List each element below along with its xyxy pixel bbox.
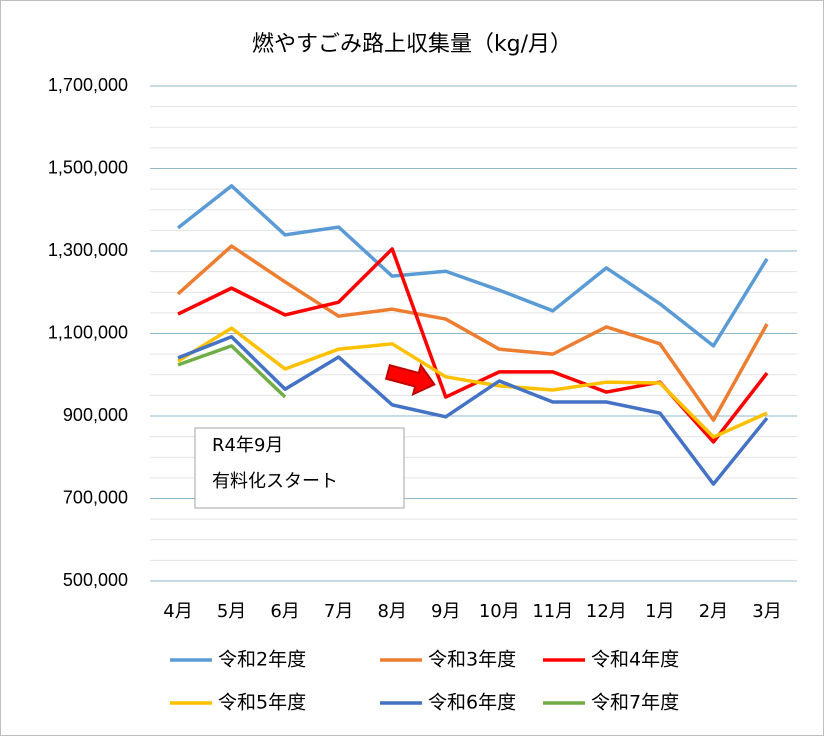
- x-tick-label: 9月: [431, 601, 460, 622]
- x-tick-label: 6月: [270, 601, 299, 622]
- legend-label: 令和6年度: [428, 692, 516, 714]
- annotation-box: [194, 427, 405, 509]
- series-line: [177, 344, 287, 399]
- series-line: [177, 326, 768, 439]
- series-line: [176, 244, 769, 422]
- x-tick-label: 4月: [163, 601, 192, 622]
- legend-label: 令和4年度: [591, 649, 679, 671]
- y-tick-label: 1,700,000: [48, 75, 128, 95]
- x-tick-label: 3月: [752, 601, 781, 622]
- legend-label: 令和3年度: [428, 649, 516, 671]
- x-tick-label: 5月: [217, 601, 246, 622]
- legend-label: 令和7年度: [591, 692, 679, 714]
- arrow: [384, 362, 436, 397]
- annotation-line: R4年9月: [212, 435, 283, 456]
- series-line: [176, 184, 769, 348]
- x-tick-label: 1月: [645, 601, 674, 622]
- legend-label: 令和5年度: [218, 692, 306, 714]
- legend-label: 令和2年度: [218, 649, 306, 671]
- y-tick-label: 900,000: [63, 405, 128, 425]
- x-tick-label: 12月: [586, 601, 627, 622]
- y-tick-label: 500,000: [63, 570, 128, 590]
- series-line: [177, 335, 769, 486]
- y-tick-label: 1,100,000: [48, 322, 128, 342]
- x-tick-label: 10月: [479, 601, 520, 622]
- y-tick-label: 700,000: [63, 487, 128, 507]
- x-tick-label: 11月: [532, 601, 573, 622]
- chart-title: 燃やすごみ路上収集量（kg/月）: [252, 32, 572, 57]
- x-tick-label: 8月: [377, 601, 406, 622]
- annotation-line: 有料化スタート: [212, 471, 338, 492]
- x-tick-label: 7月: [324, 601, 353, 622]
- y-tick-label: 1,500,000: [48, 157, 128, 177]
- x-tick-label: 2月: [699, 601, 728, 622]
- y-tick-label: 1,300,000: [48, 240, 128, 260]
- lines: [176, 184, 769, 486]
